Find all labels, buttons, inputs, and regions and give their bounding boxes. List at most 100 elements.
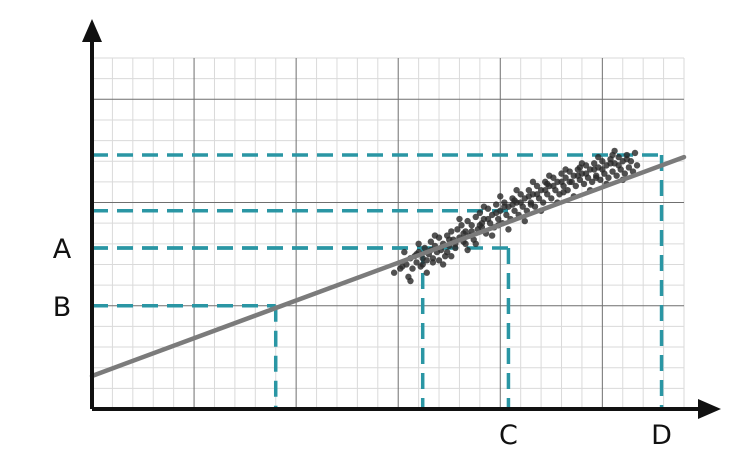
- grid-minor-lines: [91, 57, 685, 410]
- data-point: [505, 226, 512, 233]
- data-point: [517, 191, 524, 198]
- data-point: [484, 215, 492, 223]
- data-point: [590, 160, 598, 167]
- data-point: [423, 269, 430, 276]
- data-point: [460, 230, 467, 237]
- data-point: [419, 261, 426, 268]
- data-point: [527, 201, 535, 208]
- data-point: [529, 178, 537, 186]
- data-point: [517, 199, 524, 206]
- data-point: [454, 226, 461, 233]
- data-point: [488, 232, 496, 239]
- data-point: [497, 193, 504, 200]
- data-point: [521, 217, 528, 225]
- data-point: [513, 186, 520, 194]
- data-point: [492, 201, 500, 208]
- data-point: [435, 257, 443, 264]
- data-point: [539, 199, 547, 206]
- data-point: [558, 178, 565, 186]
- data-point: [582, 170, 590, 177]
- data-point: [576, 164, 584, 171]
- data-point: [599, 158, 606, 165]
- data-point: [609, 151, 616, 159]
- data-point: [397, 265, 404, 272]
- data-point: [599, 166, 606, 173]
- data-point: [464, 217, 471, 225]
- data-point: [495, 215, 502, 223]
- data-point: [407, 277, 414, 285]
- x-axis-letter-label: D: [651, 420, 672, 451]
- data-point: [595, 153, 602, 161]
- data-points: [390, 147, 641, 285]
- data-point: [621, 170, 628, 177]
- data-point: [472, 213, 479, 221]
- data-point: [478, 219, 486, 227]
- axis-letter-labels: AB C D: [53, 234, 672, 451]
- data-point: [468, 222, 475, 229]
- data-point: [588, 178, 596, 186]
- data-point: [546, 172, 553, 179]
- data-point: [631, 149, 639, 157]
- data-point: [431, 232, 439, 239]
- data-point: [511, 207, 518, 214]
- data-point: [544, 180, 551, 188]
- data-point: [439, 261, 447, 268]
- data-point: [429, 259, 437, 266]
- y-axis-letter-label: A: [53, 234, 72, 265]
- data-point: [403, 261, 410, 268]
- data-point: [448, 253, 455, 260]
- data-point: [401, 248, 408, 256]
- data-point: [503, 211, 510, 219]
- data-point: [623, 155, 631, 163]
- data-point: [548, 195, 555, 202]
- data-point: [421, 244, 428, 252]
- data-point: [415, 240, 422, 248]
- data-point: [501, 203, 508, 210]
- axes: [82, 19, 721, 419]
- data-point: [409, 265, 416, 272]
- data-point: [533, 182, 541, 190]
- data-point: [511, 197, 518, 204]
- data-point: [615, 153, 622, 161]
- data-point: [609, 168, 616, 175]
- data-point: [613, 172, 620, 179]
- data-point: [462, 240, 469, 248]
- data-point: [390, 269, 398, 276]
- data-point: [427, 238, 435, 245]
- data-point: [476, 209, 484, 217]
- data-point: [533, 191, 541, 198]
- x-axis-letter-label: C: [499, 420, 518, 451]
- data-point: [525, 186, 533, 194]
- data-point: [566, 178, 573, 186]
- trend-line: [89, 154, 687, 379]
- data-point: [625, 164, 633, 171]
- data-point: [444, 248, 451, 256]
- data-point: [525, 193, 533, 200]
- guide-lines: [92, 153, 664, 409]
- data-point: [423, 257, 430, 264]
- data-point: [607, 160, 614, 167]
- data-point: [605, 174, 612, 181]
- x-axis-arrow: [698, 399, 721, 419]
- data-point: [558, 170, 565, 177]
- data-point: [413, 259, 420, 266]
- data-point: [633, 162, 641, 169]
- data-point: [464, 246, 471, 254]
- data-point: [562, 166, 569, 173]
- data-point: [572, 182, 580, 190]
- trend-line-group: [89, 154, 687, 379]
- data-point: [480, 203, 488, 210]
- data-point: [541, 186, 549, 194]
- data-point: [580, 180, 588, 188]
- data-point: [550, 182, 557, 190]
- data-point: [448, 228, 455, 235]
- data-point: [472, 240, 479, 248]
- data-point: [590, 166, 598, 173]
- data-point: [574, 172, 582, 179]
- data-point: [615, 162, 622, 169]
- data-point: [560, 189, 567, 196]
- data-point: [492, 209, 500, 217]
- data-point: [562, 174, 569, 181]
- data-point: [458, 222, 465, 229]
